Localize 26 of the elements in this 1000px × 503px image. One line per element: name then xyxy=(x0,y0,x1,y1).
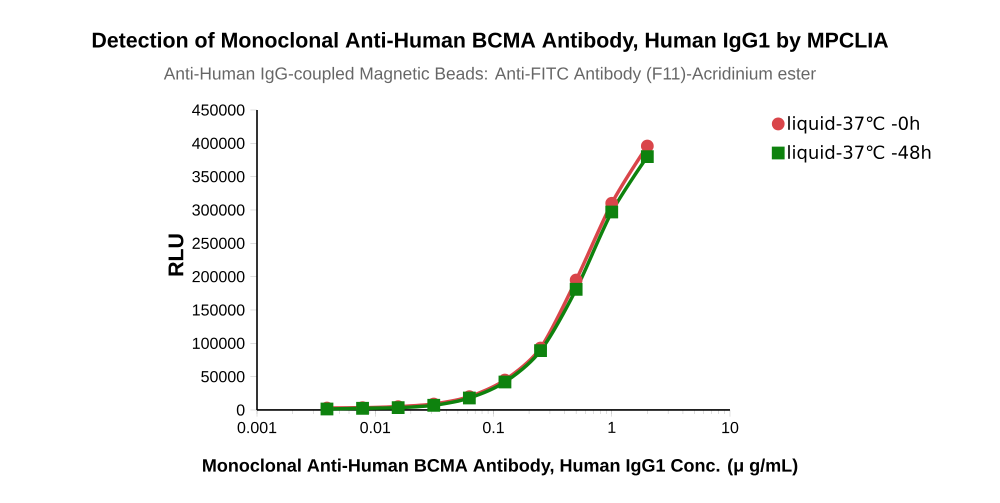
point xyxy=(605,206,618,218)
y-tick-label: 450000 xyxy=(192,104,244,116)
y-tick-label: 150000 xyxy=(192,304,244,316)
y-tick-label: 400000 xyxy=(192,138,244,149)
chart-subtitle: Anti-Human IgG-coupled Magnetic Beads: Anti-FITC Antibody (F11)-Acridinium ester xyxy=(164,66,816,84)
x-tick-label: 0.001 xyxy=(238,422,276,434)
legend-label: liquid-37℃ -0h xyxy=(788,116,919,134)
point xyxy=(640,150,654,164)
y-tick-label: 300000 xyxy=(192,204,244,216)
legend-label: liquid-37℃ -48h xyxy=(788,145,930,163)
x-tick-label: 0.1 xyxy=(483,422,504,434)
point xyxy=(640,140,654,152)
y-tick-label: 0 xyxy=(236,404,244,416)
point xyxy=(570,282,583,296)
chart-title: Detection of Monoclonal Anti-Human BCMA Antibody, Human IgG1 by MPCLIA xyxy=(92,32,888,52)
y-tick-label: 350000 xyxy=(192,170,244,182)
y-tick-label: 100000 xyxy=(192,338,244,349)
point xyxy=(534,344,547,358)
y-tick-label: 250000 xyxy=(192,238,244,249)
x-axis-title: Monoclonal Anti-Human BCMA Antibody, Human IgG1 Conc. (μ g/mL) xyxy=(203,458,798,476)
x-tick-label: 1 xyxy=(608,422,616,433)
x-tick-label: 0.01 xyxy=(360,422,390,434)
y-axis-title: RLU xyxy=(168,234,184,276)
x-tick-label: 10 xyxy=(722,422,738,434)
y-tick-label: 200000 xyxy=(192,270,244,282)
y-tick-label: 50000 xyxy=(201,370,244,382)
